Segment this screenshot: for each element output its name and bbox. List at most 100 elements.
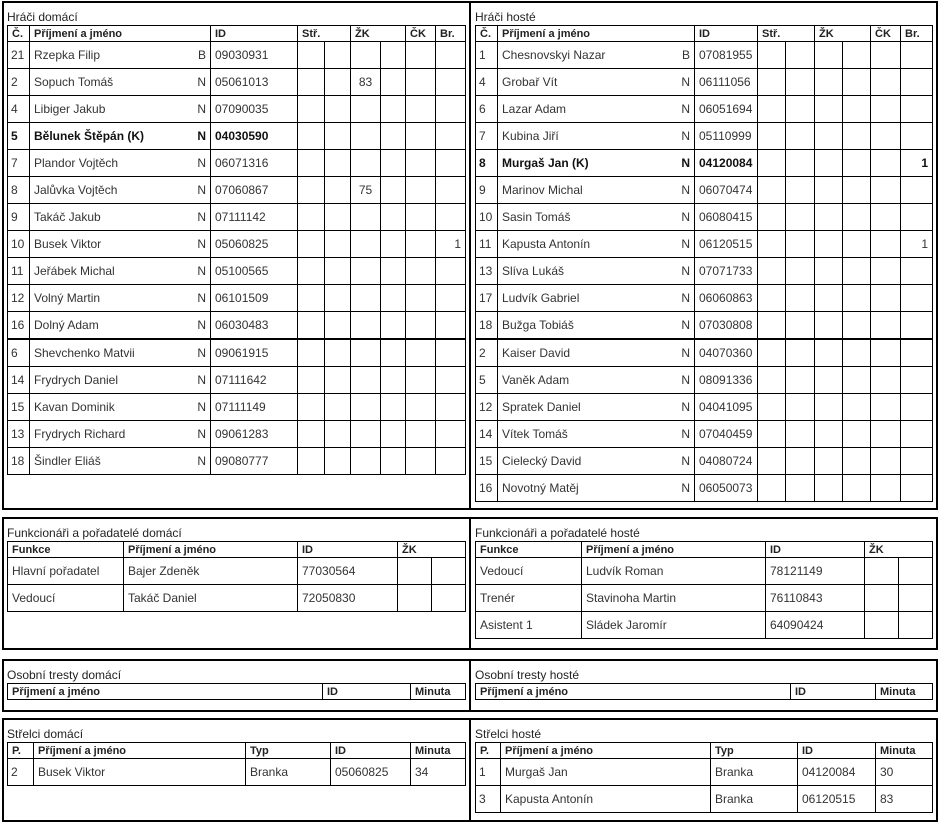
stat-goals-2[interactable] [324, 447, 351, 475]
stat-goals-1[interactable] [757, 284, 786, 312]
stat-yellow-card-1[interactable] [350, 311, 381, 340]
stat-goals-2[interactable] [785, 149, 815, 177]
stat-goals-2[interactable] [324, 393, 351, 421]
stat-red-card[interactable] [870, 230, 902, 258]
stat-goalkeeper-goals[interactable] [900, 420, 934, 448]
stat-yellow-card-2[interactable] [379, 393, 407, 421]
stat-red-card[interactable] [870, 149, 902, 177]
stat-goals-1[interactable] [297, 149, 325, 177]
stat-yellow-card-1[interactable] [814, 122, 843, 150]
stat-yellow-card-1[interactable] [814, 41, 843, 69]
stat-goals-2[interactable] [785, 203, 815, 231]
official-yellow-card-1[interactable] [864, 611, 899, 639]
stat-yellow-card-2[interactable] [841, 122, 872, 150]
stat-goals-2[interactable] [785, 447, 815, 475]
stat-goals-2[interactable] [785, 474, 815, 502]
stat-goals-1[interactable] [757, 447, 786, 475]
stat-red-card[interactable] [405, 203, 437, 231]
stat-goals-1[interactable] [297, 230, 325, 258]
stat-yellow-card-2[interactable] [379, 447, 407, 475]
stat-goals-1[interactable] [757, 393, 786, 421]
stat-red-card[interactable] [405, 176, 437, 204]
stat-red-card[interactable] [405, 257, 437, 285]
stat-goalkeeper-goals[interactable]: 1 [435, 230, 467, 258]
stat-goals-2[interactable] [785, 95, 815, 123]
stat-yellow-card-2[interactable] [379, 420, 407, 448]
stat-goals-1[interactable] [297, 338, 325, 367]
stat-red-card[interactable] [405, 447, 437, 475]
stat-red-card[interactable] [870, 420, 902, 448]
stat-goals-2[interactable] [324, 203, 351, 231]
stat-yellow-card-1[interactable] [814, 338, 843, 367]
stat-goalkeeper-goals[interactable] [435, 41, 467, 69]
stat-goals-1[interactable] [757, 366, 786, 394]
stat-yellow-card-1[interactable] [814, 95, 843, 123]
stat-goalkeeper-goals[interactable] [435, 311, 467, 340]
stat-red-card[interactable] [405, 284, 437, 312]
stat-red-card[interactable] [405, 68, 437, 96]
stat-yellow-card-2[interactable] [379, 41, 407, 69]
stat-yellow-card-1[interactable] [814, 230, 843, 258]
stat-goalkeeper-goals[interactable] [900, 474, 934, 502]
stat-goalkeeper-goals[interactable] [900, 447, 934, 475]
stat-goalkeeper-goals[interactable]: 1 [900, 230, 934, 258]
stat-goals-2[interactable] [785, 122, 815, 150]
stat-yellow-card-2[interactable] [379, 149, 407, 177]
stat-goals-2[interactable] [785, 68, 815, 96]
stat-goalkeeper-goals[interactable] [435, 284, 467, 312]
stat-yellow-card-2[interactable] [841, 447, 872, 475]
stat-red-card[interactable] [405, 393, 437, 421]
stat-red-card[interactable] [405, 366, 437, 394]
stat-red-card[interactable] [405, 230, 437, 258]
stat-yellow-card-2[interactable] [841, 338, 872, 367]
stat-goalkeeper-goals[interactable] [900, 41, 934, 69]
stat-yellow-card-1[interactable] [814, 68, 843, 96]
stat-goals-1[interactable] [757, 41, 786, 69]
stat-goalkeeper-goals[interactable] [435, 338, 467, 367]
stat-goals-2[interactable] [785, 176, 815, 204]
stat-yellow-card-2[interactable] [379, 203, 407, 231]
stat-goals-1[interactable] [757, 122, 786, 150]
stat-yellow-card-2[interactable] [841, 176, 872, 204]
official-yellow-card-2[interactable] [430, 584, 467, 612]
stat-red-card[interactable] [405, 41, 437, 69]
stat-yellow-card-2[interactable] [841, 41, 872, 69]
stat-goalkeeper-goals[interactable] [900, 338, 934, 367]
stat-yellow-card-2[interactable] [841, 149, 872, 177]
stat-goalkeeper-goals[interactable] [435, 95, 467, 123]
stat-yellow-card-2[interactable] [841, 366, 872, 394]
stat-red-card[interactable] [405, 95, 437, 123]
stat-goals-2[interactable] [324, 68, 351, 96]
stat-yellow-card-2[interactable] [841, 95, 872, 123]
stat-goalkeeper-goals[interactable]: 1 [900, 149, 934, 177]
stat-yellow-card-1[interactable] [350, 122, 381, 150]
stat-goals-1[interactable] [757, 338, 786, 367]
stat-goals-2[interactable] [785, 284, 815, 312]
stat-goals-2[interactable] [324, 122, 351, 150]
official-yellow-card-2[interactable] [897, 584, 934, 612]
stat-red-card[interactable] [870, 393, 902, 421]
stat-goals-2[interactable] [324, 284, 351, 312]
stat-goals-2[interactable] [324, 366, 351, 394]
stat-yellow-card-1[interactable] [350, 230, 381, 258]
stat-goalkeeper-goals[interactable] [435, 447, 467, 475]
stat-goalkeeper-goals[interactable] [900, 95, 934, 123]
stat-goals-1[interactable] [757, 420, 786, 448]
stat-goals-2[interactable] [785, 366, 815, 394]
stat-goals-2[interactable] [324, 338, 351, 367]
stat-yellow-card-2[interactable] [379, 366, 407, 394]
stat-goalkeeper-goals[interactable] [900, 122, 934, 150]
stat-yellow-card-2[interactable] [379, 68, 407, 96]
stat-red-card[interactable] [405, 311, 437, 340]
stat-goals-1[interactable] [297, 176, 325, 204]
stat-red-card[interactable] [870, 474, 902, 502]
stat-yellow-card-1[interactable] [350, 393, 381, 421]
stat-yellow-card-2[interactable] [379, 230, 407, 258]
official-yellow-card-1[interactable] [864, 584, 899, 612]
stat-goals-2[interactable] [324, 149, 351, 177]
stat-yellow-card-1[interactable] [350, 284, 381, 312]
stat-goals-1[interactable] [757, 230, 786, 258]
stat-yellow-card-1[interactable] [350, 366, 381, 394]
stat-yellow-card-1[interactable] [814, 393, 843, 421]
stat-yellow-card-1[interactable] [350, 203, 381, 231]
